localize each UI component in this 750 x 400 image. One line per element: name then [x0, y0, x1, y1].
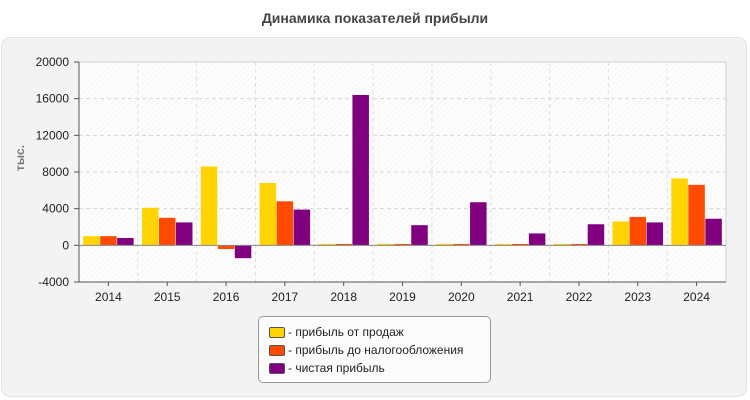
y-tick-label: 12000 [36, 128, 70, 142]
y-tick-label: 20000 [36, 55, 70, 69]
y-tick-label: -4000 [38, 275, 69, 289]
bar [470, 202, 487, 246]
bar [83, 236, 100, 246]
legend: - прибыль от продаж - прибыль до налогоо… [258, 316, 491, 383]
legend-item: - прибыль до налогообложения [269, 341, 490, 359]
legend-label: - чистая прибыль [288, 361, 385, 375]
bar [629, 216, 647, 246]
axes: -4000 0 4000 8000 12000 16000 20000 2014 2015 201… [36, 55, 726, 304]
x-tick-label: 2021 [507, 290, 534, 304]
bar [352, 95, 369, 246]
legend-item: - чистая прибыль [269, 359, 490, 377]
legend-label: - прибыль до налогообложения [288, 343, 464, 357]
legend-swatch [269, 326, 285, 338]
bar [453, 243, 470, 246]
bar [141, 207, 159, 246]
bars-group [83, 95, 722, 259]
legend-swatch [269, 344, 285, 356]
bar [217, 245, 235, 249]
x-tick-label: 2020 [448, 290, 475, 304]
bar [436, 243, 453, 246]
bar [394, 243, 411, 246]
bar [646, 222, 664, 246]
bar [200, 166, 218, 246]
bar [688, 184, 705, 246]
x-tick-label: 2023 [624, 290, 651, 304]
x-tick-label: 2017 [272, 290, 299, 304]
y-tick-label: 0 [62, 238, 69, 252]
bar [671, 178, 688, 246]
bar [259, 183, 277, 246]
bar [587, 224, 605, 246]
x-tick-label: 2014 [95, 290, 122, 304]
bar [705, 218, 722, 246]
bar [318, 243, 335, 246]
bar [494, 243, 512, 246]
x-tick-label: 2019 [389, 290, 416, 304]
bar [158, 217, 176, 246]
bar [377, 243, 394, 246]
y-tick-label: 4000 [42, 202, 69, 216]
bar [411, 225, 428, 246]
x-tick-label: 2016 [213, 290, 240, 304]
x-tick-label: 2024 [683, 290, 710, 304]
legend-item: - прибыль от продаж [269, 323, 490, 341]
legend-swatch [269, 362, 285, 374]
bar [276, 201, 294, 246]
bar [293, 209, 311, 246]
y-tick-label: 16000 [36, 92, 70, 106]
y-axis-label: тыс. [13, 145, 27, 171]
bar [335, 243, 352, 246]
x-tick-label: 2022 [566, 290, 593, 304]
bar [117, 238, 134, 246]
x-tick-label: 2015 [154, 290, 181, 304]
chart-title: Динамика показателей прибыли [261, 10, 489, 26]
bar [570, 243, 588, 246]
bar [234, 245, 252, 259]
legend-label: - прибыль от продаж [288, 325, 404, 339]
bar [511, 243, 529, 246]
bar [528, 233, 546, 246]
bar [612, 221, 630, 246]
bar [100, 236, 117, 246]
bar [553, 243, 571, 246]
x-tick-label: 2018 [330, 290, 357, 304]
bar [175, 222, 193, 246]
y-tick-label: 8000 [42, 165, 69, 179]
